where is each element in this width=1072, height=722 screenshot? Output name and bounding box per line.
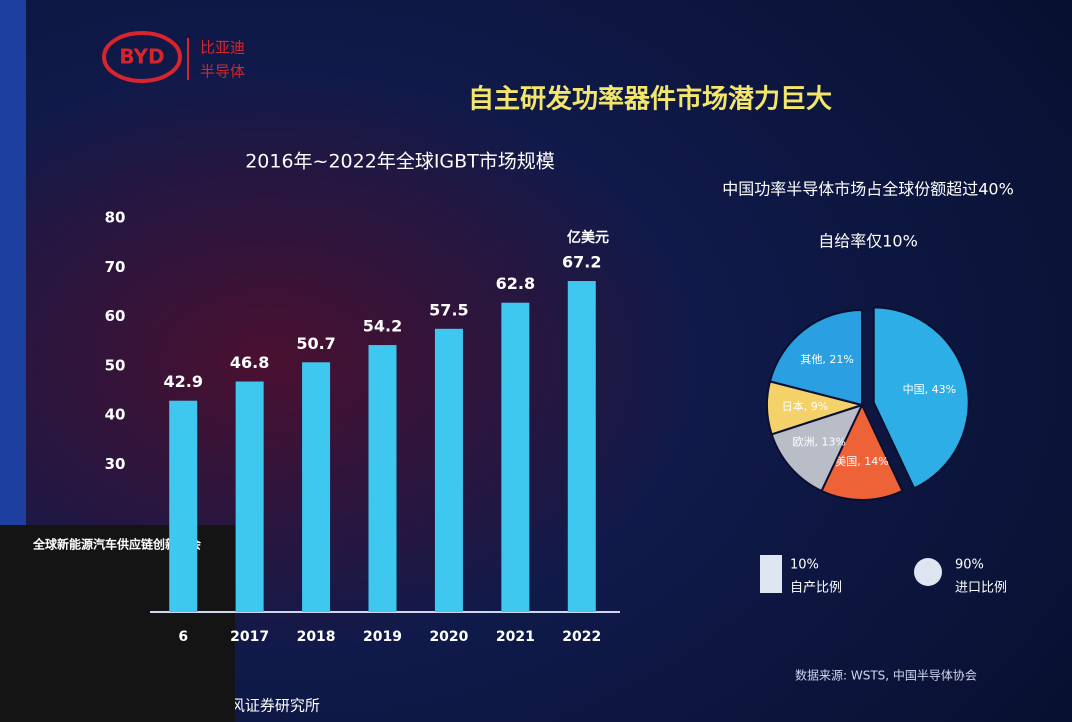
logo-ring [102,31,182,83]
bar [235,381,264,612]
chart-title: 中国功率半导体市场占全球份额超过40% [722,180,1014,199]
stat-label: 进口比例 [955,581,1007,596]
value-label: 54.2 [363,317,402,336]
x-tick-label: 2022 [562,629,601,645]
bar [434,328,463,612]
bar [501,302,530,612]
chart-subtitle: 自给率仅10% [818,232,918,251]
factory-icon [760,555,782,593]
slide-title: 自主研发功率器件市场潜力巨大 [468,84,832,115]
value-label: 42.9 [163,372,202,391]
pie-slice [770,403,864,493]
bar [368,345,397,612]
y-tick-label: 80 [105,209,126,227]
y-tick-label: 60 [105,307,126,325]
source: 数据来源: WSTS, 中国半导体协会 [795,668,977,683]
y-tick-label: 70 [105,258,126,276]
pie-slice [820,402,904,501]
slice-label: 中国, 43% [903,383,956,396]
y-tick-label: 30 [105,455,126,473]
bar [302,362,331,612]
y-tick-label: 40 [105,406,126,424]
value-label: 50.7 [296,334,335,353]
stat-label: 自产比例 [790,581,842,596]
brand: 比亚迪 [200,39,245,57]
x-tick-label: 2020 [429,629,468,645]
y-tick-label: 50 [105,356,126,374]
value-label: 57.5 [429,300,468,319]
stat-value: 90% [955,558,984,573]
logo: BYD [119,45,164,69]
pie-slice [872,306,970,490]
globe-icon [914,558,942,586]
slice-label: 日本, 9% [782,399,828,413]
x-tick-label: 2018 [297,629,336,645]
slice-label: 其他, 21% [800,353,853,366]
stat-value: 10% [790,558,819,573]
chart-title: 2016年~2022年全球IGBT市场规模 [245,151,555,173]
bar [169,400,198,612]
x-tick-label: 2019 [363,629,402,645]
x-tick-label: 6 [178,629,188,645]
podium-text: 全球新能源汽车供应链创新大会 [32,537,202,552]
pie-slice [768,308,863,407]
podium [0,525,235,722]
x-tick-label: 2017 [230,629,269,645]
value-label: 46.8 [230,353,269,372]
brand: 半导体 [200,63,245,81]
slice-label: 欧洲, 13% [793,436,846,449]
x-tick-label: 2021 [496,629,535,645]
value-label: 67.2 [562,253,601,272]
value-label: 62.8 [496,274,535,293]
slice-label: 美国, 14% [835,455,888,468]
unit-label: 亿美元 [567,229,609,246]
bar [567,281,596,612]
